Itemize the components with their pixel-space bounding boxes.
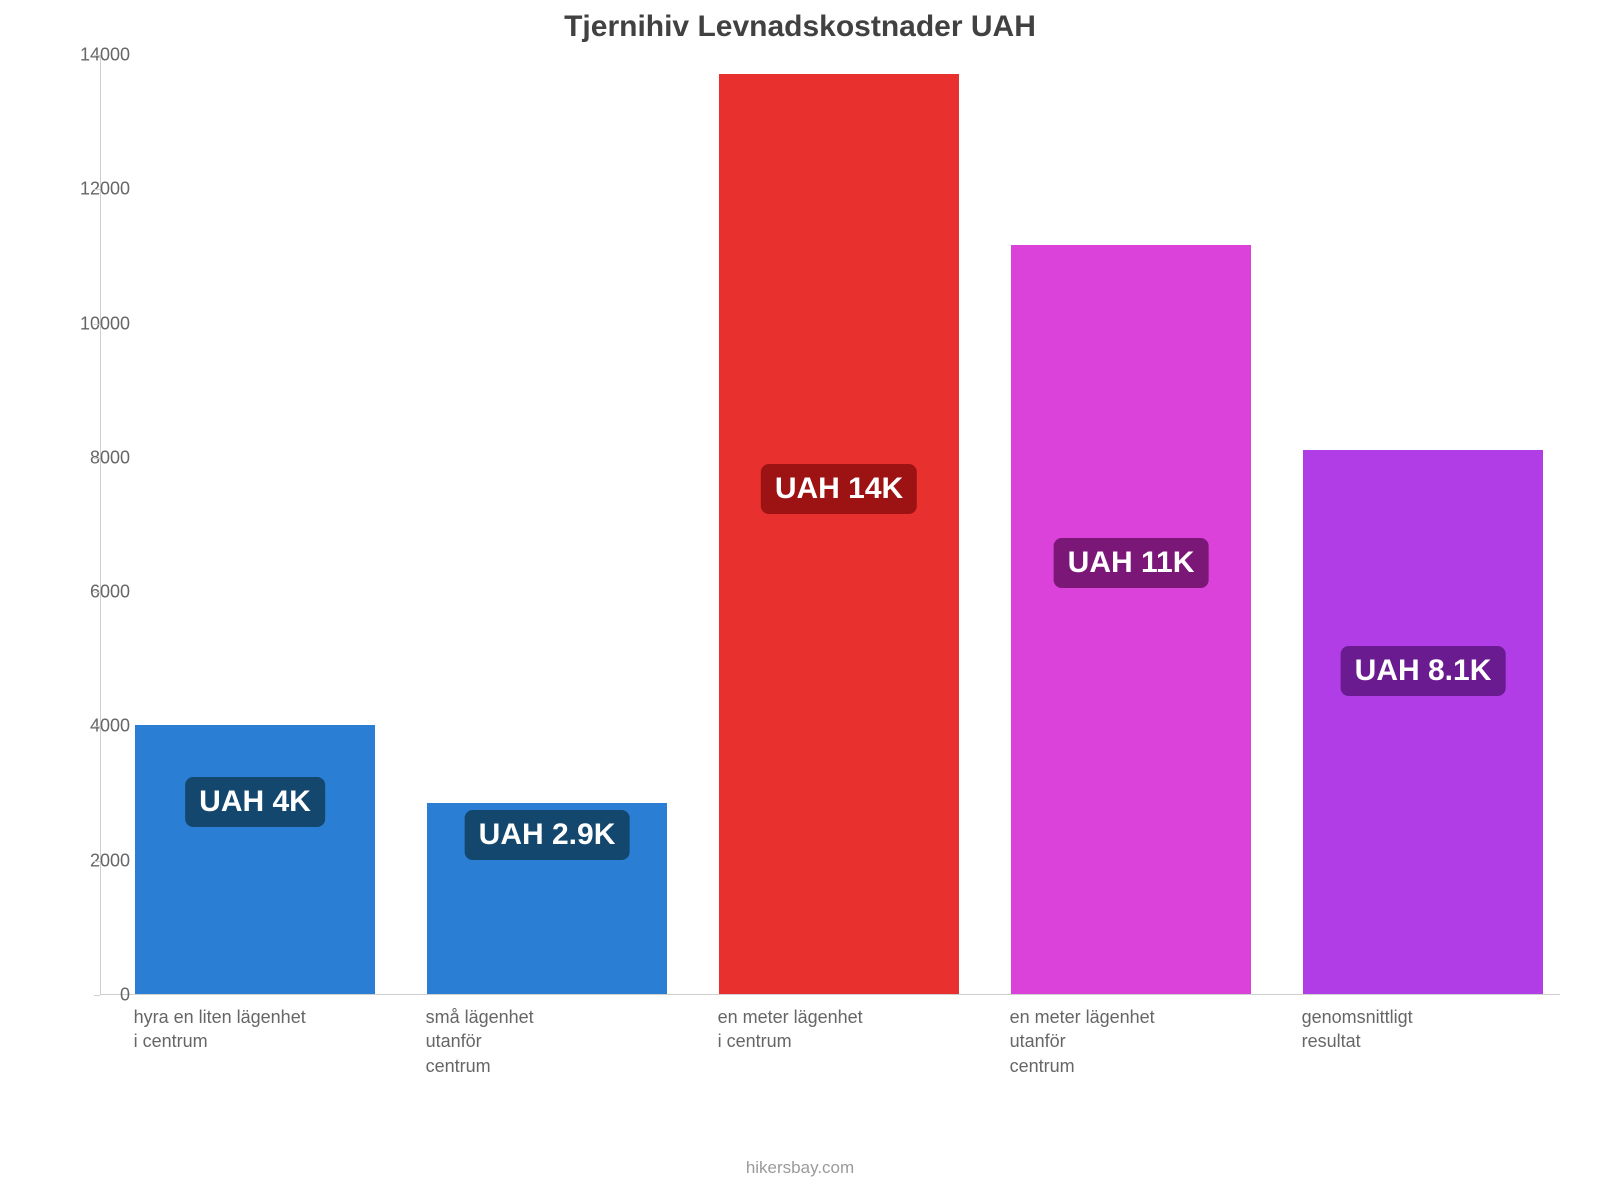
credit-text: hikersbay.com bbox=[0, 1158, 1600, 1178]
y-tick-mark bbox=[94, 861, 100, 862]
x-tick-label: små lägenhet utanför centrum bbox=[426, 1005, 534, 1078]
bar-slot: UAH 14K bbox=[719, 54, 960, 994]
y-tick-mark bbox=[94, 458, 100, 459]
bar bbox=[135, 725, 376, 994]
y-tick-label: 12000 bbox=[40, 179, 130, 200]
y-tick-label: 10000 bbox=[40, 313, 130, 334]
bar-value-badge: UAH 4K bbox=[185, 777, 325, 827]
bar bbox=[719, 74, 960, 994]
y-tick-mark bbox=[94, 189, 100, 190]
bar-value-badge: UAH 8.1K bbox=[1341, 646, 1506, 696]
bar-slot: UAH 4K bbox=[135, 54, 376, 994]
bar bbox=[1011, 245, 1252, 994]
bar-slot: UAH 8.1K bbox=[1303, 54, 1544, 994]
y-tick-label: 6000 bbox=[40, 582, 130, 603]
bar-value-badge: UAH 2.9K bbox=[465, 810, 630, 860]
y-tick-label: 0 bbox=[40, 985, 130, 1006]
chart-title: Tjernihiv Levnadskostnader UAH bbox=[0, 10, 1600, 44]
bars-container: UAH 4K UAH 2.9K UAH 14K UAH 11K UAH 8.1K bbox=[101, 55, 1560, 994]
y-tick-label: 14000 bbox=[40, 45, 130, 66]
y-tick-mark bbox=[94, 55, 100, 56]
y-tick-mark bbox=[94, 592, 100, 593]
y-tick-label: 2000 bbox=[40, 850, 130, 871]
y-tick-label: 4000 bbox=[40, 716, 130, 737]
bar-chart: Tjernihiv Levnadskostnader UAH UAH 4KUAH… bbox=[0, 0, 1600, 1200]
bar-value-badge: UAH 14K bbox=[761, 464, 917, 514]
x-tick-label: hyra en liten lägenhet i centrum bbox=[134, 1005, 306, 1054]
bar bbox=[1303, 450, 1544, 994]
x-tick-label: genomsnittligt resultat bbox=[1302, 1005, 1413, 1054]
y-tick-label: 8000 bbox=[40, 447, 130, 468]
plot-area: UAH 4K UAH 2.9K UAH 14K UAH 11K UAH 8.1K bbox=[100, 55, 1560, 995]
bar-value-badge: UAH 11K bbox=[1054, 538, 1209, 588]
bar-slot: UAH 2.9K bbox=[427, 54, 668, 994]
y-tick-mark bbox=[94, 324, 100, 325]
x-tick-label: en meter lägenhet i centrum bbox=[718, 1005, 863, 1054]
y-tick-mark bbox=[94, 995, 100, 996]
y-tick-mark bbox=[94, 726, 100, 727]
bar-slot: UAH 11K bbox=[1011, 54, 1252, 994]
x-tick-label: en meter lägenhet utanför centrum bbox=[1010, 1005, 1155, 1078]
